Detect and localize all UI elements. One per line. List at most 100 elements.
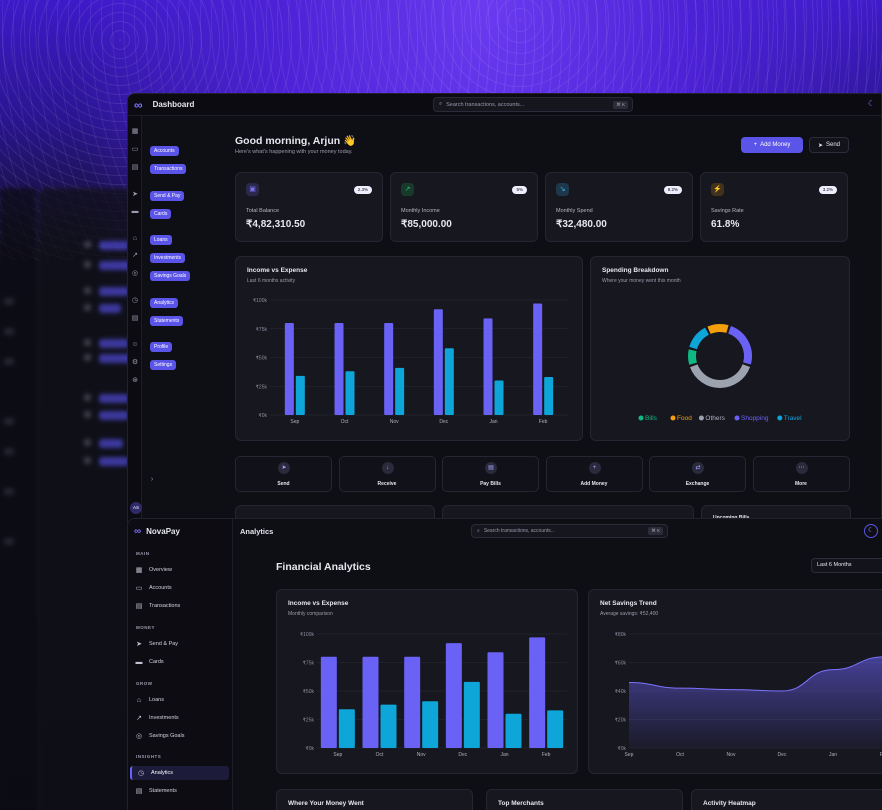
range-select[interactable]: Last 6 Months: [811, 558, 882, 573]
search-input[interactable]: ⌕ Search transactions, accounts... ⌘ K: [433, 97, 633, 112]
gear-icon[interactable]: ⚙: [131, 359, 139, 366]
nav-section-label: INSIGHTS: [136, 754, 162, 759]
y-tick-label: ₹60k: [615, 661, 627, 667]
sidebar-item-profile[interactable]: Profile: [150, 342, 173, 352]
wallet-icon: ▣: [246, 183, 259, 196]
sidebar-item-transactions[interactable]: ▤ Transactions: [130, 599, 229, 613]
income-bar: [320, 656, 337, 748]
sidebar-item-savings-goals[interactable]: ◎ Savings Goals: [130, 729, 229, 743]
quick-action-label: More: [795, 481, 807, 487]
sidebar-item-send-pay[interactable]: Send & Pay: [150, 191, 185, 201]
document-icon[interactable]: ▤: [131, 164, 139, 171]
sidebar-item-label: Statements: [149, 788, 177, 794]
quick-action-send[interactable]: ➤ Send: [235, 456, 332, 492]
send-button[interactable]: ➤ Send: [809, 137, 849, 153]
sidebar-item-loans[interactable]: Loans: [150, 235, 172, 245]
add-money-button[interactable]: + Add Money: [741, 137, 803, 153]
shortcut-badge: ⌘ K: [613, 101, 628, 109]
send-icon: ➤: [278, 462, 290, 474]
change-badge: 2.3%: [353, 186, 372, 194]
legend-label: Others: [705, 415, 725, 422]
page-title: Analytics: [240, 527, 274, 536]
card-icon[interactable]: ▬: [131, 208, 139, 215]
send-icon[interactable]: ➤: [132, 191, 138, 198]
expense-bar: [544, 377, 554, 415]
theme-toggle-icon[interactable]: ☾: [864, 524, 878, 538]
area-fill: [629, 656, 882, 748]
income-bar: [384, 323, 394, 415]
accounts-icon: ▭: [135, 585, 143, 592]
sidebar: ∞ NovaPay MAIN ▦ Overview ▭ Accounts ▤ Transact…: [128, 519, 233, 810]
sidebar-item-overview[interactable]: ▦ Overview: [130, 563, 229, 577]
clock-icon[interactable]: ◷: [131, 297, 139, 304]
sidebar-item-savings-goals[interactable]: Savings Goals: [150, 271, 191, 281]
sidebar-item-cards[interactable]: Cards: [150, 209, 172, 219]
x-tick-label: Sep: [290, 419, 299, 425]
sidebar-item-settings[interactable]: Settings: [150, 360, 177, 370]
sidebar-item-label: Analytics: [151, 770, 174, 776]
cards-icon: ▬: [135, 658, 143, 666]
sidebar-item-send-pay[interactable]: ➤ Send & Pay: [130, 637, 229, 651]
spending-breakdown-card: Spending Breakdown Where your money went…: [590, 256, 850, 441]
sidebar-item-analytics[interactable]: Analytics: [150, 298, 179, 308]
sidebar-item-statements[interactable]: Statements: [150, 316, 184, 326]
sidebar-item-cards[interactable]: ▬ Cards: [130, 655, 229, 669]
bank-icon[interactable]: ⌂: [132, 235, 138, 242]
target-icon[interactable]: ◎: [131, 270, 139, 277]
expense-bar: [395, 367, 405, 415]
donut-slice-others: [690, 364, 751, 388]
savings-line: [628, 656, 882, 692]
y-tick-label: ₹0k: [618, 746, 627, 752]
support-icon[interactable]: ⊛: [132, 377, 138, 384]
sidebar-item-statements[interactable]: ▤ Statements: [130, 784, 229, 798]
stat-card: ▣ 2.3% Total Balance ₹4,82,310.50: [235, 172, 383, 242]
expense-bar: [505, 713, 522, 748]
quick-action-add-money[interactable]: + Add Money: [545, 456, 643, 492]
sidebar-item-accounts[interactable]: ▭ Accounts: [130, 581, 229, 595]
sidebar-item-label: Loans: [149, 697, 164, 703]
income-bar: [483, 318, 493, 415]
quick-action-exchange[interactable]: ⇄ Exchange: [649, 456, 746, 492]
sidebar-item-label: Accounts: [149, 585, 172, 591]
net-savings-chart: ₹0k ₹20k ₹40k ₹60k ₹80k Sep Oct Nov Dec Jan Feb: [615, 632, 882, 758]
stat-card: ⚡ 3.2% Savings Rate 61.8%: [700, 172, 848, 242]
income-bar: [487, 652, 504, 748]
chevron-right-icon[interactable]: ›: [150, 476, 154, 483]
stat-value: ₹32,480.00: [556, 219, 607, 230]
card-title: Income vs Expense: [247, 267, 308, 274]
user-icon[interactable]: ☺: [131, 341, 139, 348]
statements-icon: ▤: [135, 788, 143, 795]
statement-icon[interactable]: ▤: [131, 315, 139, 322]
send-pay-icon: ➤: [136, 641, 142, 648]
trend-icon[interactable]: ↗: [132, 252, 138, 259]
y-tick-label: ₹25k: [303, 718, 315, 724]
sidebar-item-loans[interactable]: ⌂ Loans: [130, 693, 229, 707]
sidebar-item-investments[interactable]: ↗ Investments: [130, 711, 229, 725]
brand[interactable]: ∞ NovaPay: [134, 526, 180, 537]
infinity-logo-icon: ∞: [134, 97, 143, 112]
income-expense-chart: ₹0k ₹25k ₹50k ₹75k ₹100k Sep Oct Nov Dec Jan Feb: [300, 632, 567, 758]
sidebar-item-accounts[interactable]: Accounts: [150, 146, 179, 156]
sidebar-item-investments[interactable]: Investments: [150, 253, 185, 263]
quick-action-receive[interactable]: ↓ Receive: [338, 456, 436, 492]
legend-label: Shopping: [741, 415, 769, 422]
infinity-logo-icon: ∞: [134, 526, 142, 537]
expense-bar: [463, 681, 480, 748]
grid-icon[interactable]: ▦: [131, 128, 139, 135]
y-tick-label: ₹40k: [615, 689, 627, 695]
y-tick-label: ₹0k: [259, 413, 268, 419]
stat-label: Monthly Spend: [556, 208, 593, 214]
sidebar-item-analytics[interactable]: ◷ Analytics: [130, 766, 229, 780]
income-bar: [533, 303, 543, 415]
search-input[interactable]: ⌕ Search transactions, accounts... ⌘ K: [471, 524, 668, 538]
quick-action-more[interactable]: ⋯ More: [752, 456, 850, 492]
quick-action-pay-bills[interactable]: ▤ Pay Bills: [442, 456, 539, 492]
avatar[interactable]: AS: [130, 502, 142, 514]
quick-action-label: Exchange: [685, 481, 710, 487]
x-tick-label: Jan: [829, 752, 837, 758]
theme-toggle-icon[interactable]: ☾: [867, 99, 875, 108]
wallet-icon[interactable]: ▭: [131, 146, 139, 153]
sidebar-item-transactions[interactable]: Transactions: [150, 164, 187, 174]
y-tick-label: ₹75k: [303, 661, 315, 667]
income-bar: [284, 323, 294, 415]
